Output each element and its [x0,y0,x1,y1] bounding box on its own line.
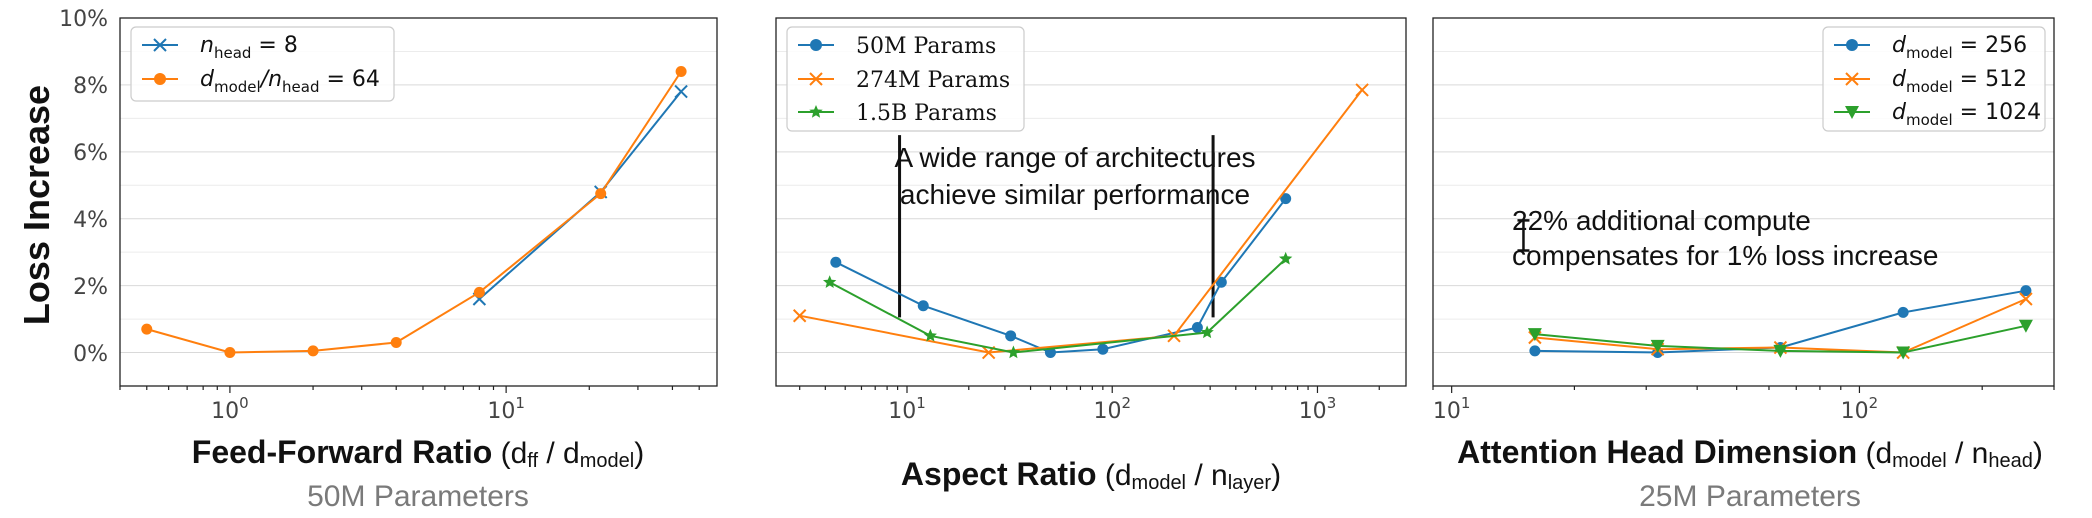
data-point [792,309,807,323]
legend-label-ratio: dmodel/nhead = 64 [200,67,380,96]
x-tick-label: 100 [211,394,249,424]
data-point [674,84,688,99]
annotation-text-line2: compensates for 1% loss increase [1512,240,1938,271]
legend-dot-marker [1846,39,1858,51]
data-point [1650,339,1665,353]
legend-label-nhead: nhead = 8 [200,33,298,62]
y-tick-0: 0% [73,342,108,367]
data-point [1896,346,1911,360]
x-tick-label: 103 [1299,394,1337,424]
data-point [224,347,236,359]
annotation-lines [898,135,1215,318]
subtitle-panel1: 50M Parameters [307,480,529,513]
series-line-1 [799,89,1363,354]
series-layer [141,66,688,359]
y-tick-8: 8% [73,74,108,99]
plot-frame [1432,17,2055,387]
data-point [2020,285,2032,297]
y-axis-label: Loss Increase [16,85,57,325]
data-point [1006,345,1021,359]
series-layer [792,83,1369,360]
data-point [830,256,842,268]
legend-triangle-marker [1845,106,1859,119]
series-layer [1527,285,2033,360]
data-point [1005,330,1017,342]
x-tick-label: 102 [1841,394,1879,424]
legend-box [130,26,395,102]
series-line-0 [835,198,1287,354]
legend-label-274m: 274M Params [856,68,1010,93]
x-ticks: 101 102 103 [799,386,1380,424]
annotation-text-line1: 22% additional compute [1512,205,1811,236]
plot-frame [775,17,1407,387]
data-point [1280,193,1292,205]
data-point [675,66,687,78]
data-point [390,337,402,349]
x-tick-label: 101 [1433,394,1471,424]
x-ticks: 100 101 [119,386,700,424]
data-point [2019,292,2033,306]
data-point [2018,319,2033,333]
panel-feed-forward: 100 101 nhead = 8 dmodel/nhead = 64 Feed-… [119,17,718,513]
x-axis-label-panel2: Aspect Ratio (dmodel / nlayer) [901,456,1281,494]
data-point [1200,325,1214,339]
data-point [923,328,937,342]
x-tick-label: 101 [487,394,525,424]
legend-dot-marker [154,73,166,85]
legend-star-marker [809,105,823,118]
legend-x-marker [809,72,823,86]
data-point [1279,251,1293,265]
series-line-1 [146,70,682,354]
x-axis-label-panel1: Feed-Forward Ratio (dff / dmodel) [192,434,644,472]
legend-label-1024: dmodel = 1024 [1892,100,2041,129]
legend-x-marker [153,38,167,52]
legend-label-50m: 50M Params [856,34,996,59]
data-point [1773,344,1788,358]
data-point [1529,345,1541,357]
x-ticks: 101 102 [1432,386,2055,424]
y-tick-4: 4% [73,208,108,233]
compute-error-bar [1517,219,1530,252]
legend: nhead = 8 dmodel/nhead = 64 [130,26,395,102]
legend-label-512: dmodel = 512 [1892,67,2027,96]
y-tick-10: 10% [59,7,108,32]
data-point [595,188,607,200]
annotation-text-line1: A wide range of architectures [894,142,1255,173]
data-point [823,275,837,288]
legend-box [1822,26,2046,132]
x-axis-label-panel3: Attention Head Dimension (dmodel / nhead… [1457,434,2043,472]
legend: dmodel = 256 dmodel = 512 dmodel = 1024 [1822,26,2046,132]
plot-frame [119,17,718,387]
y-tick-labels: 0% 2% 4% 6% 8% 10% [59,7,108,367]
data-point [473,286,485,298]
data-point [307,345,319,357]
legend-dot-marker [810,39,822,51]
data-point [1897,306,1909,318]
data-point [1527,328,1542,342]
legend-label-256: dmodel = 256 [1892,33,2027,62]
legend: 50M Params 274M Params 1.5B Params [786,26,1025,132]
panel-attention-head: 101 102 22% additional compute compensate… [1432,17,2055,513]
data-point [141,323,153,335]
data-point [1191,321,1203,333]
y-tick-2: 2% [73,275,108,300]
data-point [917,300,929,312]
annotation-text-line2: achieve similar performance [900,179,1250,210]
data-point [1355,83,1369,97]
legend-box [786,26,1025,132]
subtitle-panel3: 25M Parameters [1639,480,1861,513]
legend-x-marker [1845,72,1859,86]
data-point [1215,276,1227,288]
y-tick-6: 6% [73,141,108,166]
panel-aspect-ratio: 101 102 103 50M Params 274M Params 1.5B Pa… [775,17,1407,494]
x-tick-label: 102 [1093,394,1131,424]
legend-label-1-5b: 1.5B Params [856,101,997,126]
data-point [1097,343,1109,355]
x-tick-label: 101 [888,394,926,424]
